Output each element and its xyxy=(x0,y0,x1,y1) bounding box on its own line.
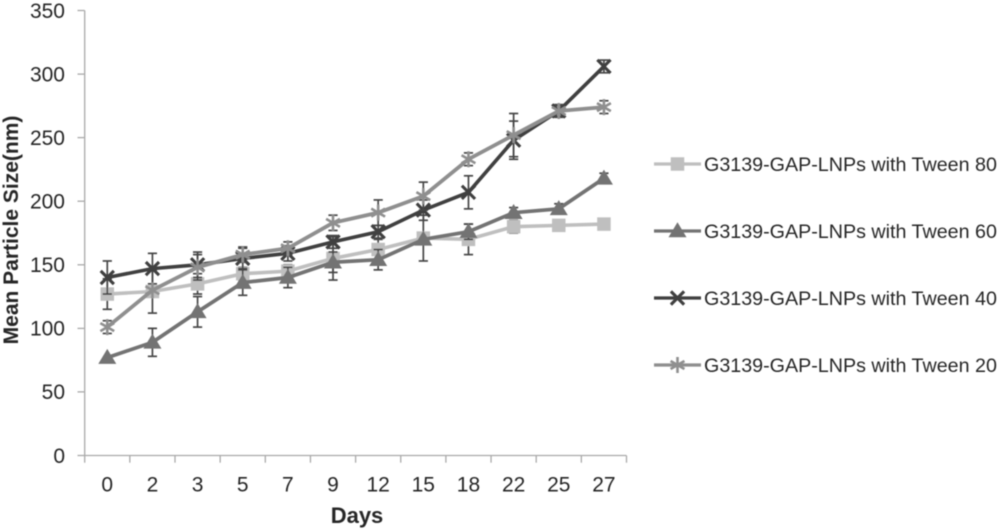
svg-text:9: 9 xyxy=(327,474,339,497)
svg-text:100: 100 xyxy=(30,318,65,341)
svg-text:3: 3 xyxy=(192,474,204,497)
svg-text:350: 350 xyxy=(30,0,65,23)
svg-text:25: 25 xyxy=(547,474,570,497)
svg-text:G3139-GAP-LNPs with Tween 80: G3139-GAP-LNPs with Tween 80 xyxy=(704,154,997,176)
svg-text:G3139-GAP-LNPs with Tween 60: G3139-GAP-LNPs with Tween 60 xyxy=(704,221,997,243)
svg-text:7: 7 xyxy=(282,474,294,497)
svg-text:12: 12 xyxy=(366,474,389,497)
svg-text:0: 0 xyxy=(101,474,113,497)
svg-text:18: 18 xyxy=(457,474,480,497)
svg-text:22: 22 xyxy=(502,474,525,497)
svg-text:0: 0 xyxy=(53,445,65,468)
svg-text:50: 50 xyxy=(42,381,65,404)
svg-text:250: 250 xyxy=(30,127,65,150)
svg-text:Mean Particle Size(nm): Mean Particle Size(nm) xyxy=(0,116,23,345)
svg-text:Days: Days xyxy=(331,503,384,528)
svg-text:15: 15 xyxy=(412,474,435,497)
svg-text:G3139-GAP-LNPs with Tween 40: G3139-GAP-LNPs with Tween 40 xyxy=(704,288,997,310)
svg-text:300: 300 xyxy=(30,63,65,86)
svg-text:200: 200 xyxy=(30,191,65,214)
svg-text:2: 2 xyxy=(147,474,159,497)
svg-text:27: 27 xyxy=(592,474,615,497)
svg-text:G3139-GAP-LNPs with Tween 20: G3139-GAP-LNPs with Tween 20 xyxy=(704,355,997,377)
svg-text:5: 5 xyxy=(237,474,249,497)
svg-text:150: 150 xyxy=(30,254,65,277)
